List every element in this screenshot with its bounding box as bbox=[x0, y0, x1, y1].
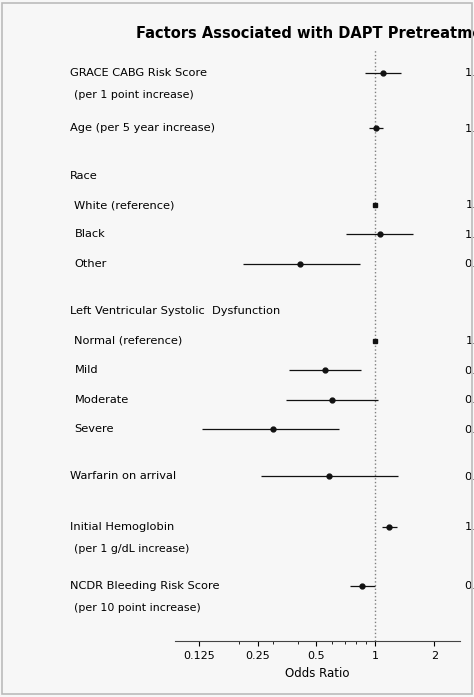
Text: Race: Race bbox=[70, 171, 98, 181]
Text: Warfarin on arrival: Warfarin on arrival bbox=[70, 471, 176, 481]
Text: 0.60 (0.35, 1.03): 0.60 (0.35, 1.03) bbox=[465, 395, 474, 404]
Text: Initial Hemoglobin: Initial Hemoglobin bbox=[70, 522, 174, 532]
Text: Black: Black bbox=[74, 229, 105, 240]
Text: Normal (reference): Normal (reference) bbox=[74, 335, 182, 346]
Text: NCDR Bleeding Risk Score: NCDR Bleeding Risk Score bbox=[70, 581, 219, 591]
Title: Factors Associated with DAPT Pretreatment: Factors Associated with DAPT Pretreatmen… bbox=[136, 26, 474, 40]
Text: Age (per 5 year increase): Age (per 5 year increase) bbox=[70, 123, 215, 133]
Text: 1.09 (0.88, 1.35): 1.09 (0.88, 1.35) bbox=[465, 68, 474, 78]
Text: Mild: Mild bbox=[74, 365, 98, 375]
Text: Left Ventricular Systolic  Dysfunction: Left Ventricular Systolic Dysfunction bbox=[70, 306, 281, 316]
Text: (per 1 point increase): (per 1 point increase) bbox=[74, 91, 194, 100]
Text: 1.00: 1.00 bbox=[465, 335, 474, 346]
Text: 1.00: 1.00 bbox=[465, 200, 474, 210]
Text: 0.30 (0.13, 0.65): 0.30 (0.13, 0.65) bbox=[465, 424, 474, 434]
Text: 0.55 (0.36, 0.84): 0.55 (0.36, 0.84) bbox=[465, 365, 474, 375]
Text: Moderate: Moderate bbox=[74, 395, 128, 404]
Text: 1.05 (0.71, 1.55): 1.05 (0.71, 1.55) bbox=[465, 229, 474, 240]
Text: (per 1 g/dL increase): (per 1 g/dL increase) bbox=[74, 544, 190, 554]
Text: White (reference): White (reference) bbox=[74, 200, 175, 210]
Text: 1.01 (0.93, 1.10): 1.01 (0.93, 1.10) bbox=[465, 123, 474, 133]
Text: (per 10 point increase): (per 10 point increase) bbox=[74, 603, 201, 613]
Text: Severe: Severe bbox=[74, 424, 114, 434]
Text: 0.41 (0.21, 0.83): 0.41 (0.21, 0.83) bbox=[465, 259, 474, 269]
Text: 1.18 (1.08, 1.29): 1.18 (1.08, 1.29) bbox=[465, 522, 474, 532]
X-axis label: Odds Ratio: Odds Ratio bbox=[285, 666, 350, 680]
Text: GRACE CABG Risk Score: GRACE CABG Risk Score bbox=[70, 68, 207, 78]
Text: 0.58 (0.26, 1.30): 0.58 (0.26, 1.30) bbox=[465, 471, 474, 481]
Text: 0.85 (0.74, 0.99): 0.85 (0.74, 0.99) bbox=[465, 581, 474, 591]
Text: Other: Other bbox=[74, 259, 107, 269]
